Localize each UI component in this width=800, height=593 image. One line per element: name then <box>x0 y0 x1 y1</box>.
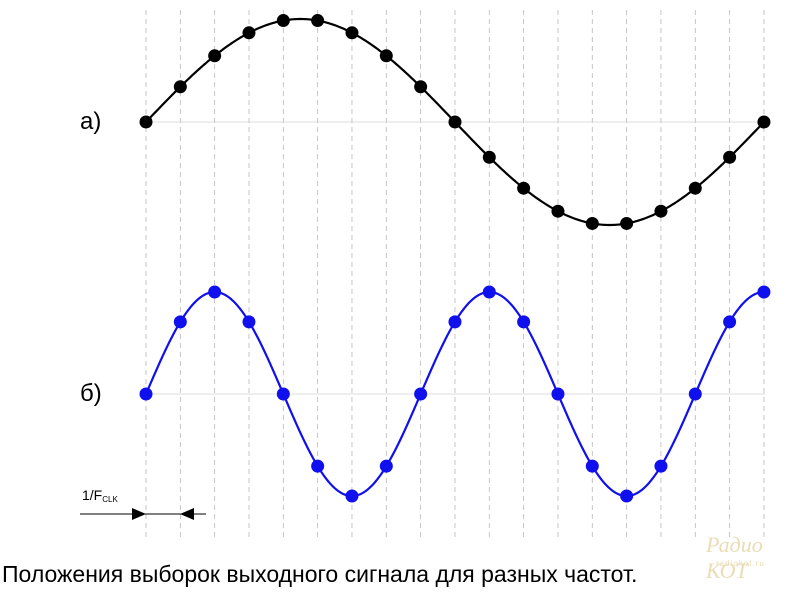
sample-point <box>311 459 325 473</box>
sample-point <box>723 150 737 164</box>
sample-point <box>276 387 290 401</box>
sample-point <box>757 285 771 299</box>
sample-point <box>517 315 531 329</box>
waveform-b <box>139 285 771 503</box>
sample-point <box>242 26 256 40</box>
sample-point <box>414 80 428 94</box>
sample-point <box>139 387 153 401</box>
sample-point <box>585 459 599 473</box>
label-b: б) <box>80 380 102 407</box>
sample-point <box>654 204 668 218</box>
sample-point <box>379 49 393 63</box>
sample-point <box>345 26 359 40</box>
sample-point <box>311 14 325 28</box>
sample-point <box>242 315 256 329</box>
sample-point <box>620 489 634 503</box>
sample-point <box>551 204 565 218</box>
waveform-a <box>139 14 771 230</box>
sample-point <box>585 216 599 230</box>
sample-point <box>620 216 634 230</box>
sample-point <box>173 80 187 94</box>
sample-point <box>688 181 702 195</box>
sample-point <box>208 285 222 299</box>
sample-point <box>345 489 359 503</box>
clock-arrow-right <box>132 508 146 520</box>
sample-point <box>723 315 737 329</box>
sample-point <box>688 387 702 401</box>
sample-point <box>208 49 222 63</box>
sample-point <box>173 315 187 329</box>
sample-point <box>482 285 496 299</box>
sample-point <box>448 315 462 329</box>
sample-point <box>379 459 393 473</box>
clock-label-sub: CLK <box>102 495 118 504</box>
sample-point <box>139 115 153 129</box>
clock-period-marker <box>80 508 206 520</box>
sample-point <box>551 387 565 401</box>
label-a: а) <box>80 108 102 135</box>
sample-point <box>654 459 668 473</box>
sample-point <box>276 14 290 28</box>
figure-caption: Положения выборок выходного сигнала для … <box>2 561 638 587</box>
sample-point <box>448 115 462 129</box>
sample-point <box>517 181 531 195</box>
sample-point <box>414 387 428 401</box>
sample-grid <box>145 10 765 540</box>
sample-point <box>757 115 771 129</box>
sample-point <box>482 150 496 164</box>
clock-period-label: 1/FCLK <box>82 487 118 504</box>
clock-arrow-left <box>180 508 194 520</box>
clock-label-main: 1/F <box>82 487 103 503</box>
